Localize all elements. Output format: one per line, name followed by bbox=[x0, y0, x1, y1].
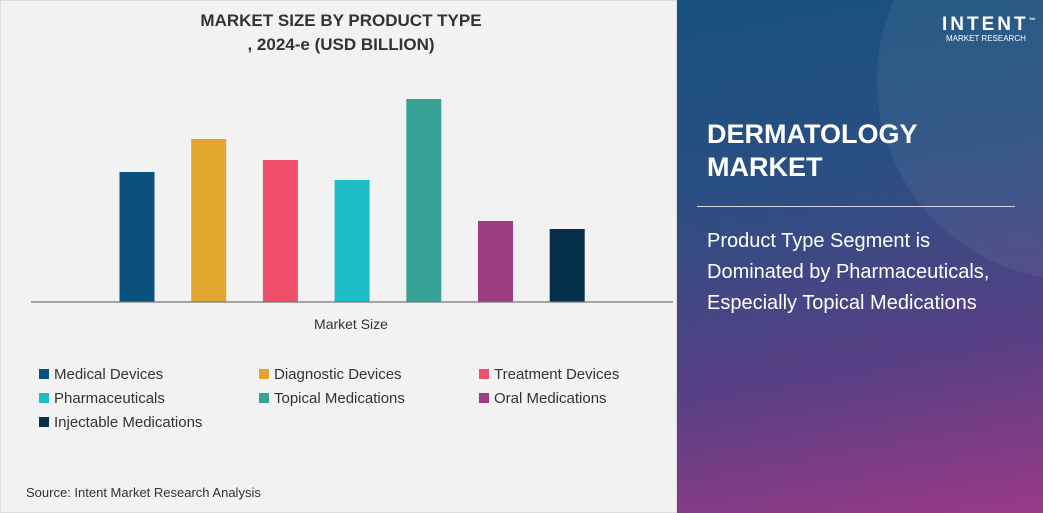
legend-swatch bbox=[39, 393, 49, 403]
legend-label: Oral Medications bbox=[494, 389, 607, 407]
logo-tm: ™ bbox=[1028, 17, 1039, 25]
legend: Medical Devices Diagnostic Devices Treatme… bbox=[39, 365, 679, 431]
legend-item: Treatment Devices bbox=[479, 365, 679, 383]
divider bbox=[697, 206, 1015, 207]
legend-label: Pharmaceuticals bbox=[54, 389, 165, 407]
bar-chart bbox=[31, 99, 673, 303]
legend-item: Diagnostic Devices bbox=[259, 365, 479, 383]
chart-panel: MARKET SIZE BY PRODUCT TYPE , 2024-e (US… bbox=[0, 0, 677, 513]
bar-injectable-medications bbox=[549, 229, 585, 302]
legend-label: Topical Medications bbox=[274, 389, 405, 407]
market-title: DERMATOLOGY MARKET bbox=[707, 118, 918, 184]
legend-swatch bbox=[479, 369, 489, 379]
legend-item: Pharmaceuticals bbox=[39, 389, 259, 407]
chart-title-line-2: , 2024-e (USD BILLION) bbox=[247, 35, 435, 54]
bar-treatment-devices bbox=[262, 160, 298, 302]
legend-item: Medical Devices bbox=[39, 365, 259, 383]
legend-label: Treatment Devices bbox=[494, 365, 620, 383]
logo-name: INTENT bbox=[942, 14, 1029, 35]
x-axis-label: Market Size bbox=[314, 316, 388, 332]
market-title-line-1: DERMATOLOGY bbox=[707, 119, 918, 149]
bar-diagnostic-devices bbox=[191, 139, 227, 302]
summary-panel: INTENT™ MARKET RESEARCH DERMATOLOGY MARK… bbox=[677, 0, 1043, 513]
legend-swatch bbox=[259, 369, 269, 379]
bar-medical-devices bbox=[119, 172, 155, 302]
market-title-line-2: MARKET bbox=[707, 152, 823, 182]
logo-subtitle: MARKET RESEARCH bbox=[946, 34, 1026, 43]
bar-oral-medications bbox=[478, 221, 513, 302]
source-note: Source: Intent Market Research Analysis bbox=[26, 485, 261, 500]
summary-text: Product Type Segment is Dominated by Pha… bbox=[707, 230, 990, 314]
legend-item: Injectable Medications bbox=[39, 413, 259, 431]
chart-title-line-1: MARKET SIZE BY PRODUCT TYPE bbox=[200, 11, 482, 30]
bar-topical-medications bbox=[406, 99, 442, 302]
bar-pharmaceuticals bbox=[334, 180, 370, 302]
chart-title: MARKET SIZE BY PRODUCT TYPE , 2024-e (US… bbox=[141, 9, 541, 57]
legend-item: Oral Medications bbox=[479, 389, 679, 407]
legend-label: Injectable Medications bbox=[54, 413, 203, 431]
legend-swatch bbox=[479, 393, 489, 403]
legend-swatch bbox=[39, 369, 49, 379]
legend-label: Diagnostic Devices bbox=[274, 365, 402, 383]
intent-logo: INTENT™ MARKET RESEARCH bbox=[932, 14, 1039, 43]
legend-item: Topical Medications bbox=[259, 389, 479, 407]
legend-label: Medical Devices bbox=[54, 365, 164, 383]
legend-swatch bbox=[259, 393, 269, 403]
legend-swatch bbox=[39, 417, 49, 427]
